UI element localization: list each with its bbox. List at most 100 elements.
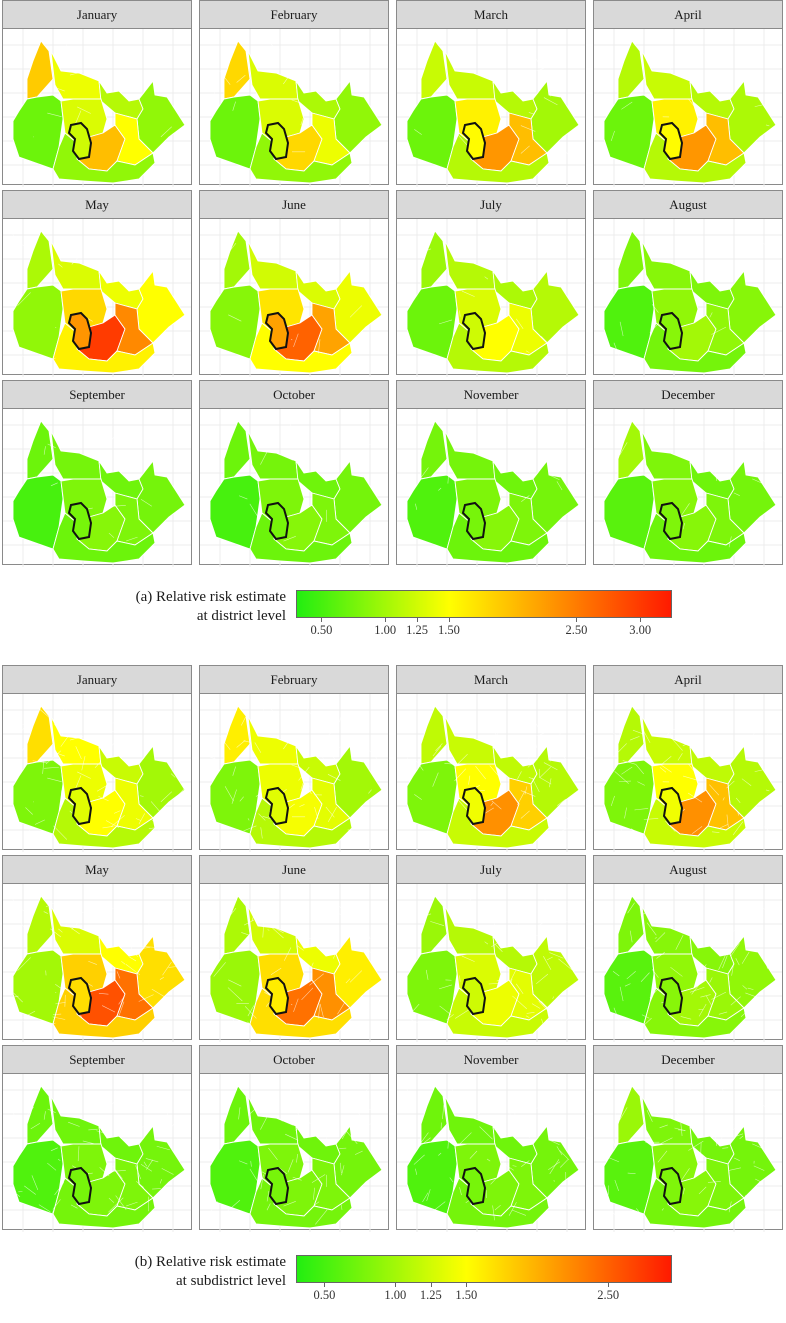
- region-north: [248, 906, 298, 954]
- month-label: July: [397, 856, 585, 884]
- month-label: August: [594, 856, 782, 884]
- legend-district-title-line2: at district level: [40, 607, 286, 626]
- region-north: [445, 51, 495, 99]
- legend-tick-mark: [321, 618, 322, 622]
- region-north: [445, 241, 495, 289]
- subdivision-line: [515, 713, 526, 726]
- legend-tick-mark: [608, 1283, 609, 1287]
- legend-subdistrict: (b) Relative risk estimate at subdistric…: [0, 1253, 786, 1323]
- region-west: [604, 285, 654, 359]
- legend-district-title-line1: (a) Relative risk estimate: [40, 588, 286, 607]
- month-label: March: [397, 666, 585, 694]
- choropleth-map: [594, 884, 782, 1042]
- region-north-west: [421, 231, 447, 289]
- region-west: [210, 95, 260, 169]
- subdivision-line: [726, 909, 728, 922]
- subdivision-line: [722, 1089, 727, 1098]
- district-panel-may: May: [2, 190, 192, 375]
- subdivision-line: [305, 968, 310, 970]
- month-label: October: [200, 381, 388, 409]
- subdivision-line: [165, 1120, 166, 1130]
- month-label: November: [397, 381, 585, 409]
- subdivision-line: [450, 1087, 455, 1095]
- subdivision-line: [708, 743, 709, 753]
- subdivision-line: [524, 920, 534, 922]
- subdivision-line: [664, 1103, 672, 1110]
- legend-tick-label: 2.50: [597, 1288, 619, 1303]
- subdivision-line: [360, 1122, 374, 1132]
- region-north-west: [224, 896, 250, 954]
- region-east: [531, 1126, 579, 1198]
- subdivision-line: [10, 896, 24, 911]
- region-west: [13, 285, 63, 359]
- subdivision-line: [548, 1111, 559, 1112]
- region-east: [334, 936, 382, 1008]
- subdivision-line: [323, 242, 331, 256]
- subdivision-line: [122, 77, 136, 79]
- subdivision-line: [517, 467, 530, 473]
- subdivision-line: [687, 1084, 694, 1095]
- region-west: [407, 1140, 457, 1214]
- subdivision-line: [283, 436, 287, 443]
- subdivision-line: [324, 748, 337, 761]
- subdivision-line: [167, 814, 169, 824]
- region-east: [728, 936, 776, 1008]
- region-east: [531, 271, 579, 343]
- choropleth-map: [3, 409, 191, 567]
- region-north: [51, 241, 101, 289]
- subdivision-line: [3, 725, 17, 726]
- region-west: [604, 760, 654, 834]
- region-west: [407, 950, 457, 1024]
- subdivision-line: [351, 712, 353, 714]
- legend-tick-label: 1.50: [455, 1288, 477, 1303]
- district-panel-april: April: [593, 0, 783, 185]
- legend-tick-mark: [417, 618, 418, 622]
- subdistrict-panel-august: August: [593, 855, 783, 1040]
- month-label: April: [594, 666, 782, 694]
- month-label: March: [397, 1, 585, 29]
- region-west: [407, 285, 457, 359]
- subdivision-line: [290, 260, 304, 263]
- district-panel-december: December: [593, 380, 783, 565]
- legend-tick-label: 2.50: [565, 623, 587, 638]
- subdivision-line: [297, 716, 304, 727]
- region-north-west: [224, 1086, 250, 1144]
- region-north-west: [618, 41, 644, 99]
- subdivision-line: [286, 1084, 293, 1094]
- subdivision-line: [493, 905, 505, 915]
- subdistrict-panel-december: December: [593, 1045, 783, 1230]
- region-north-west: [618, 421, 644, 479]
- subdivision-line: [494, 1095, 506, 1110]
- region-east: [531, 746, 579, 818]
- legend-subdistrict-title: (b) Relative risk estimate at subdistric…: [40, 1253, 286, 1291]
- region-north: [642, 1096, 692, 1144]
- choropleth-map: [3, 1074, 191, 1232]
- month-label: July: [397, 191, 585, 219]
- subdivision-line: [726, 1124, 734, 1126]
- subdivision-line: [297, 1113, 310, 1123]
- subdivision-line: [605, 730, 619, 737]
- subdivision-line: [407, 758, 412, 766]
- region-north: [642, 716, 692, 764]
- region-west: [604, 1140, 654, 1214]
- subdivision-line: [115, 1090, 119, 1099]
- region-west: [407, 760, 457, 834]
- subdivision-line: [295, 1123, 310, 1130]
- subdistrict-panel-july: July: [396, 855, 586, 1040]
- region-east: [728, 461, 776, 533]
- legend-subdistrict-colorbar: [296, 1255, 672, 1283]
- region-east: [728, 746, 776, 818]
- legend-subdistrict-title-line2: at subdistrict level: [40, 1272, 286, 1291]
- choropleth-map: [594, 29, 782, 187]
- subdivision-line: [133, 915, 140, 918]
- month-label: November: [397, 1046, 585, 1074]
- district-panel-march: March: [396, 0, 586, 185]
- subdivision-line: [463, 897, 473, 908]
- legend-tick-mark: [576, 618, 577, 622]
- subdivision-line: [677, 1103, 689, 1106]
- subdistrict-panel-november: November: [396, 1045, 586, 1230]
- subdivision-line: [266, 706, 280, 715]
- region-west: [210, 760, 260, 834]
- subdivision-line: [524, 748, 529, 750]
- subdivision-line: [354, 1117, 358, 1118]
